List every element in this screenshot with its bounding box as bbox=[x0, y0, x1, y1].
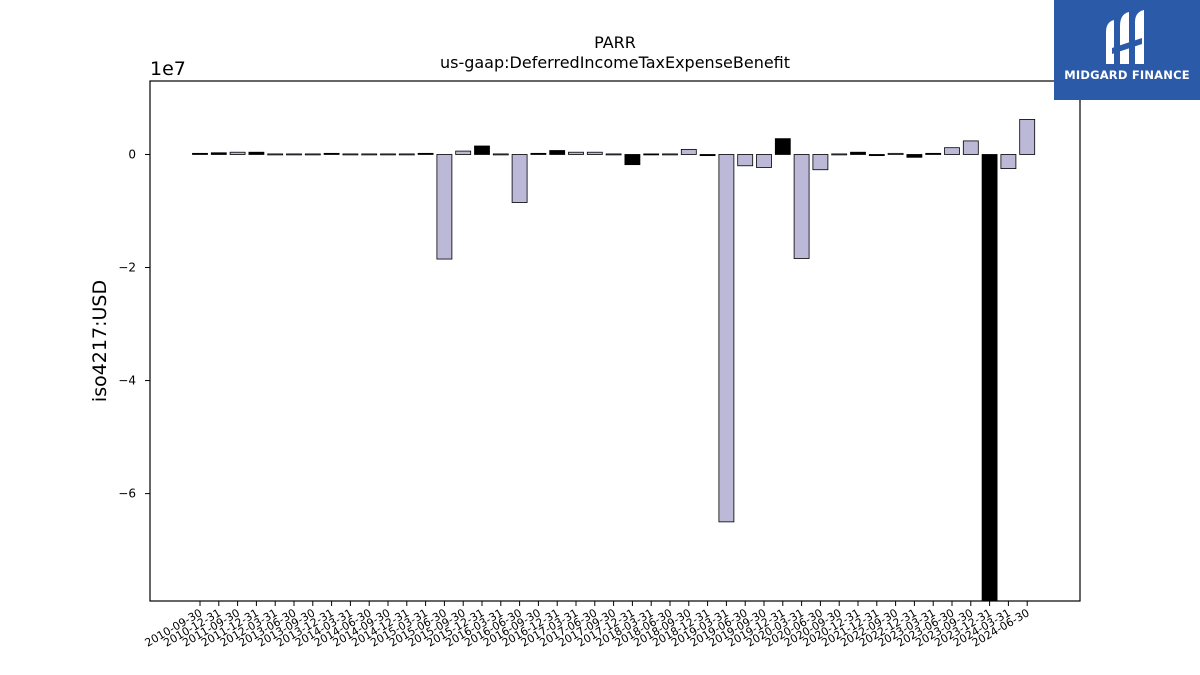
bar-2018-06-30 bbox=[662, 153, 678, 156]
bar-2019-06-30 bbox=[737, 154, 754, 167]
bar-2016-03-31 bbox=[492, 153, 509, 156]
bar-2022-12-31 bbox=[906, 154, 923, 158]
bar-2019-03-31 bbox=[718, 154, 735, 523]
bar-2012-03-31 bbox=[267, 153, 284, 156]
bar-2020-03-31 bbox=[793, 154, 810, 259]
y-tick-label: −4 bbox=[118, 374, 136, 388]
y-tick-label: −2 bbox=[118, 261, 136, 275]
midgard-logo-icon bbox=[1106, 10, 1144, 64]
bar-2023-03-31 bbox=[925, 152, 942, 155]
bar-2015-03-31 bbox=[417, 152, 434, 155]
chart-subtitle: us-gaap:DeferredIncomeTaxExpenseBenefit bbox=[440, 53, 790, 72]
bar-2011-12-31 bbox=[248, 151, 265, 155]
bar-2017-12-31 bbox=[624, 154, 641, 166]
bar-2019-09-30 bbox=[756, 154, 772, 168]
y-axis-ticks: 0 −2 −4 −6 bbox=[118, 147, 150, 501]
bar-2018-12-31 bbox=[699, 154, 716, 157]
bar-2011-09-30 bbox=[229, 151, 246, 155]
bar-2021-12-31 bbox=[868, 154, 885, 157]
bar-2018-03-31 bbox=[643, 153, 660, 156]
bar-2016-06-30 bbox=[511, 154, 528, 203]
bar-2014-09-30 bbox=[380, 153, 396, 156]
plot-area-frame bbox=[149, 80, 1081, 602]
bar-2017-06-30 bbox=[586, 151, 603, 155]
y-multiplier-label: 1e7 bbox=[150, 58, 186, 80]
bar-2023-06-30 bbox=[944, 147, 960, 155]
bar-2010-12-31 bbox=[210, 152, 227, 155]
y-axis-label: iso4217:USD bbox=[89, 280, 111, 402]
bar-2022-09-30 bbox=[887, 152, 904, 155]
bar-2014-06-30 bbox=[361, 153, 378, 156]
bar-2018-09-30 bbox=[680, 148, 697, 155]
bar-2010-09-30 bbox=[192, 152, 208, 155]
brand-logo: MIDGARD FINANCE bbox=[1054, 0, 1200, 100]
bar-2024-06-30 bbox=[1019, 119, 1036, 155]
bar-2013-09-30 bbox=[304, 153, 321, 156]
bar-2016-12-31 bbox=[549, 150, 566, 155]
bar-2023-12-31 bbox=[981, 154, 998, 602]
bar-2024-03-31 bbox=[1000, 154, 1017, 170]
bar-2019-12-31 bbox=[774, 138, 791, 155]
bar-2015-12-31 bbox=[474, 145, 490, 155]
bar-2020-06-30 bbox=[812, 154, 829, 171]
x-axis-ticks: 2010-09-302010-12-312011-09-302011-12-31… bbox=[143, 601, 1032, 650]
y-tick-label: 0 bbox=[128, 147, 136, 161]
chart-title: PARR bbox=[594, 33, 636, 52]
bar-2017-03-31 bbox=[568, 151, 584, 155]
bar-2013-06-30 bbox=[286, 153, 302, 156]
bar-2020-09-30 bbox=[831, 153, 848, 156]
bar-2017-09-30 bbox=[605, 153, 622, 156]
bar-2015-09-30 bbox=[455, 150, 472, 155]
bar-2015-06-30 bbox=[436, 154, 453, 260]
brand-name: MIDGARD FINANCE bbox=[1064, 68, 1190, 82]
bar-2013-12-31 bbox=[323, 152, 340, 155]
y-tick-label: −6 bbox=[118, 487, 136, 501]
bar-2014-12-31 bbox=[398, 153, 415, 156]
bar-2016-09-30 bbox=[530, 152, 547, 155]
bars-group bbox=[192, 119, 1036, 602]
bar-2020-12-31 bbox=[850, 151, 866, 155]
bar-2023-09-30 bbox=[962, 140, 979, 155]
bar-2014-03-31 bbox=[342, 153, 359, 156]
